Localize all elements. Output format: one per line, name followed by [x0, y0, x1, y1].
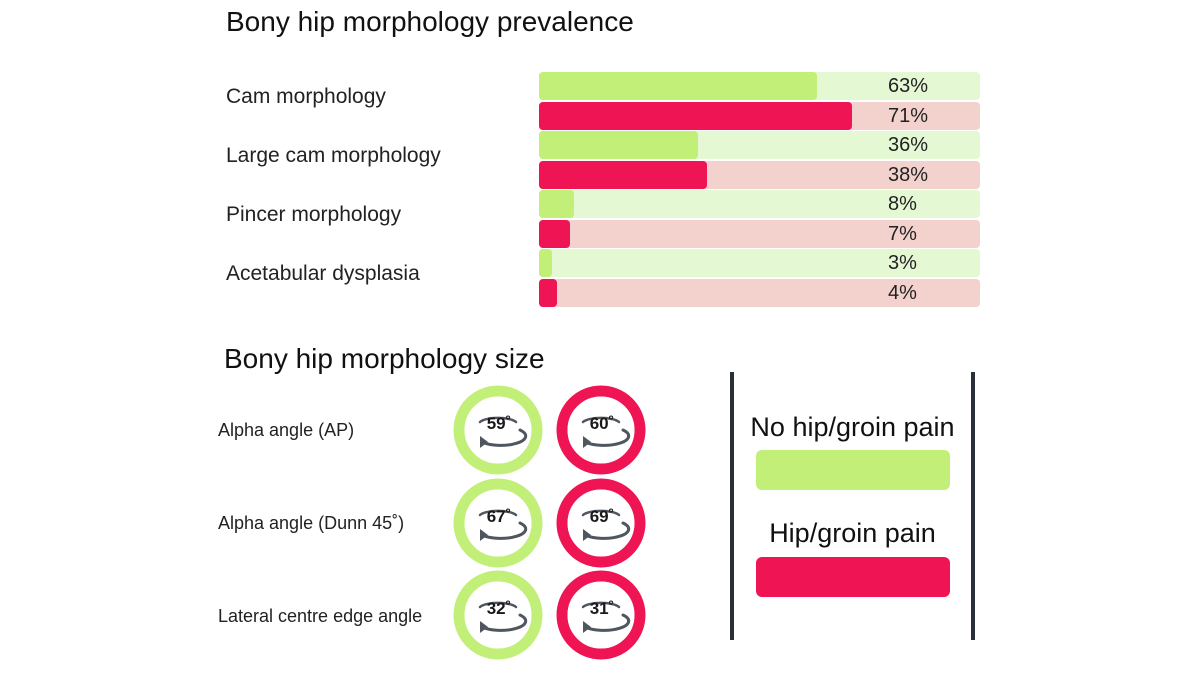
arrowhead-icon	[480, 436, 488, 448]
legend-swatch-pain	[756, 557, 950, 597]
bar-track-pain	[539, 219, 980, 248]
angle-value: 59˚	[487, 414, 512, 433]
rotate-arrow-icon	[583, 613, 631, 632]
angle-gauge-pain: 31˚	[556, 570, 646, 660]
measure-label: Alpha angle (AP)	[218, 420, 355, 440]
bar-value-label: 4%	[888, 281, 917, 304]
angle-value: 32˚	[487, 599, 512, 618]
rotate-arrow-icon	[478, 509, 518, 517]
category-label: Cam morphology	[226, 85, 386, 108]
bar-no-pain	[539, 72, 817, 100]
gauge-ring	[453, 478, 543, 568]
bar-track-no-pain	[539, 190, 980, 218]
gauge-ring-highlight	[567, 581, 635, 649]
angle-gauge-no-pain: 32˚	[453, 570, 543, 660]
angle-value: 31˚	[590, 599, 615, 618]
bar-pain	[539, 160, 707, 189]
rotate-arrow-icon	[581, 509, 621, 517]
angle-gauge-no-pain: 59˚	[453, 385, 543, 475]
bar-value-label: 38%	[888, 163, 929, 186]
arrowhead-icon	[583, 529, 591, 541]
bar-value-label: 71%	[888, 104, 929, 127]
legend-label-no-pain: No hip/groin pain	[750, 412, 955, 442]
measure-label: Alpha angle (Dunn 45˚)	[218, 513, 405, 533]
category-label: Large cam morphology	[226, 144, 441, 167]
size-section-title: Bony hip morphology size	[224, 343, 545, 374]
gauge-ring-highlight	[567, 489, 635, 557]
gauge-ring-highlight	[464, 489, 532, 557]
gauge-ring-highlight	[567, 396, 635, 464]
bar-pain	[539, 278, 557, 307]
bar-pain	[539, 101, 853, 130]
bar-track-no-pain	[539, 131, 980, 159]
bar-track-no-pain	[539, 249, 980, 277]
arrowhead-icon	[583, 621, 591, 633]
arrowhead-icon	[480, 529, 488, 541]
angle-value: 69˚	[590, 507, 615, 526]
gauge-ring-highlight	[464, 396, 532, 464]
legend-divider-left	[730, 372, 734, 640]
bar-value-label: 63%	[888, 75, 929, 97]
category-label: Pincer morphology	[226, 203, 402, 226]
bar-no-pain	[539, 249, 553, 277]
bar-track-pain	[539, 278, 980, 307]
bar-value-label: 7%	[888, 222, 917, 245]
bar-pain	[539, 219, 570, 248]
angle-value: 60˚	[590, 414, 615, 433]
legend-label-pain: Hip/groin pain	[769, 518, 936, 548]
rotate-arrow-icon	[480, 521, 528, 540]
angle-value: 67˚	[487, 507, 512, 526]
gauge-ring	[453, 570, 543, 660]
rotate-arrow-icon	[480, 428, 528, 447]
bar-value-label: 8%	[888, 193, 917, 215]
angle-gauge-no-pain: 67˚	[453, 478, 543, 568]
rotate-arrow-icon	[581, 416, 621, 424]
bar-track-no-pain	[539, 72, 980, 100]
bar-value-label: 3%	[888, 252, 917, 274]
bar-value-label: 36%	[888, 134, 929, 156]
rotate-arrow-icon	[478, 416, 518, 424]
bar-track-pain	[539, 160, 980, 189]
rotate-arrow-icon	[478, 601, 518, 609]
gauge-ring	[556, 570, 646, 660]
gauge-ring	[556, 478, 646, 568]
arrowhead-icon	[583, 436, 591, 448]
prevalence-chart-title: Bony hip morphology prevalence	[226, 6, 634, 37]
category-label: Acetabular dysplasia	[226, 262, 420, 285]
measure-label: Lateral centre edge angle	[218, 606, 423, 626]
rotate-arrow-icon	[480, 613, 528, 632]
gauge-ring-highlight	[464, 581, 532, 649]
gauge-ring	[453, 385, 543, 475]
legend-swatch-no-pain	[756, 450, 950, 490]
rotate-arrow-icon	[583, 521, 631, 540]
legend-divider-right	[971, 372, 975, 640]
bar-no-pain	[539, 131, 698, 159]
bar-track-pain	[539, 101, 980, 130]
rotate-arrow-icon	[583, 428, 631, 447]
angle-gauge-pain: 60˚	[556, 385, 646, 475]
bar-no-pain	[539, 190, 575, 218]
gauge-ring	[556, 385, 646, 475]
arrowhead-icon	[480, 621, 488, 633]
angle-gauge-pain: 69˚	[556, 478, 646, 568]
rotate-arrow-icon	[581, 601, 621, 609]
